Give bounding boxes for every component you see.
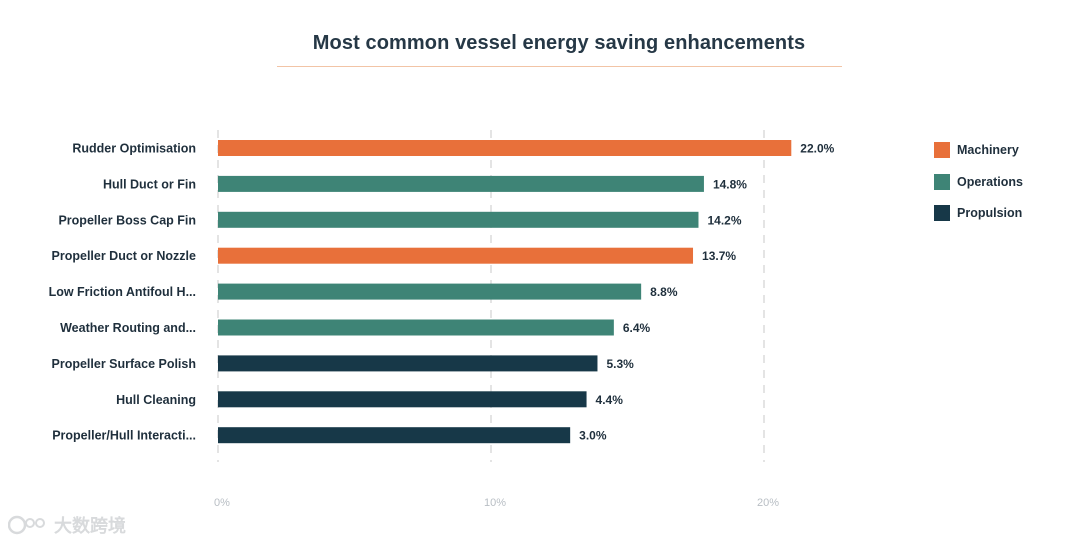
legend-label-machinery: Machinery — [957, 143, 1019, 157]
category-labels: Rudder Optimisation Hull Duct or Fin Prope… — [49, 142, 196, 443]
legend-swatch-propulsion — [934, 205, 950, 221]
value-label-rudder-optimisation: 22.0% — [800, 142, 834, 156]
legend-label-operations: Operations — [957, 174, 1023, 189]
bar-hull-cleaning — [218, 391, 587, 408]
value-label-propeller-boss-cap-fin: 14.2% — [707, 213, 741, 227]
bar-propeller-duct-or-nozzle — [218, 247, 694, 264]
bar-weather-routing-and — [218, 319, 614, 336]
category-label-propeller-boss-cap-fin: Propeller Boss Cap Fin — [58, 213, 196, 227]
bar-propeller-hull-interacti — [218, 427, 571, 444]
legend-label-propulsion: Propulsion — [957, 206, 1023, 220]
category-label-hull-cleaning: Hull Cleaning — [116, 393, 196, 407]
category-label-hull-duct-or-fin: Hull Duct or Fin — [103, 177, 196, 191]
bars — [218, 140, 792, 444]
brand-logo-icon — [8, 515, 45, 535]
watermark-text: 大数跨境 — [54, 516, 126, 536]
x-axis-ticks: 0% 10% 20% — [214, 497, 779, 509]
bar-hull-duct-or-fin — [218, 175, 704, 192]
bar-propeller-boss-cap-fin — [218, 211, 699, 228]
category-label-rudder-optimisation: Rudder Optimisation — [72, 142, 196, 156]
value-label-hull-duct-or-fin: 14.8% — [713, 177, 747, 191]
legend-swatch-operations — [934, 173, 950, 190]
value-label-propeller-hull-interacti: 3.0% — [579, 429, 607, 443]
legend-item-operations: Operations — [934, 173, 1023, 190]
category-label-weather-routing-and: Weather Routing and... — [60, 321, 196, 335]
legend-item-propulsion: Propulsion — [934, 205, 1023, 221]
legend: Machinery Operations Propulsion — [934, 142, 1023, 237]
tick-label-0: 0% — [214, 497, 230, 509]
value-labels: 22.0% 14.8% 14.2% 13.7% 8.8% 6.4% 5.3% 4.4% 3.0% — [579, 142, 834, 443]
chart-title: Most common vessel energy saving enhance… — [312, 32, 806, 54]
value-label-propeller-surface-polish: 5.3% — [606, 357, 634, 371]
bar-propeller-surface-polish — [218, 355, 598, 372]
bar-low-friction-antifoul-h — [218, 283, 642, 300]
bar-rudder-optimisation — [218, 140, 792, 156]
legend-item-machinery: Machinery — [934, 142, 1023, 158]
category-label-propeller-surface-polish: Propeller Surface Polish — [52, 357, 197, 371]
value-label-low-friction-antifoul-h: 8.8% — [650, 285, 678, 299]
category-label-low-friction-antifoul-h: Low Friction Antifoul H... — [49, 285, 196, 299]
value-label-propeller-duct-or-nozzle: 13.7% — [702, 249, 736, 263]
tick-label-10: 10% — [484, 497, 506, 509]
tick-label-20: 20% — [757, 497, 779, 509]
category-label-propeller-hull-interacti: Propeller/Hull Interacti... — [52, 429, 196, 443]
title-divider — [277, 66, 842, 67]
category-label-propeller-duct-or-nozzle: Propeller Duct or Nozzle — [52, 249, 197, 263]
value-label-weather-routing-and: 6.4% — [623, 321, 651, 335]
legend-swatch-machinery — [934, 142, 950, 158]
watermark: 大数跨境 — [8, 512, 126, 538]
value-label-hull-cleaning: 4.4% — [596, 393, 624, 407]
